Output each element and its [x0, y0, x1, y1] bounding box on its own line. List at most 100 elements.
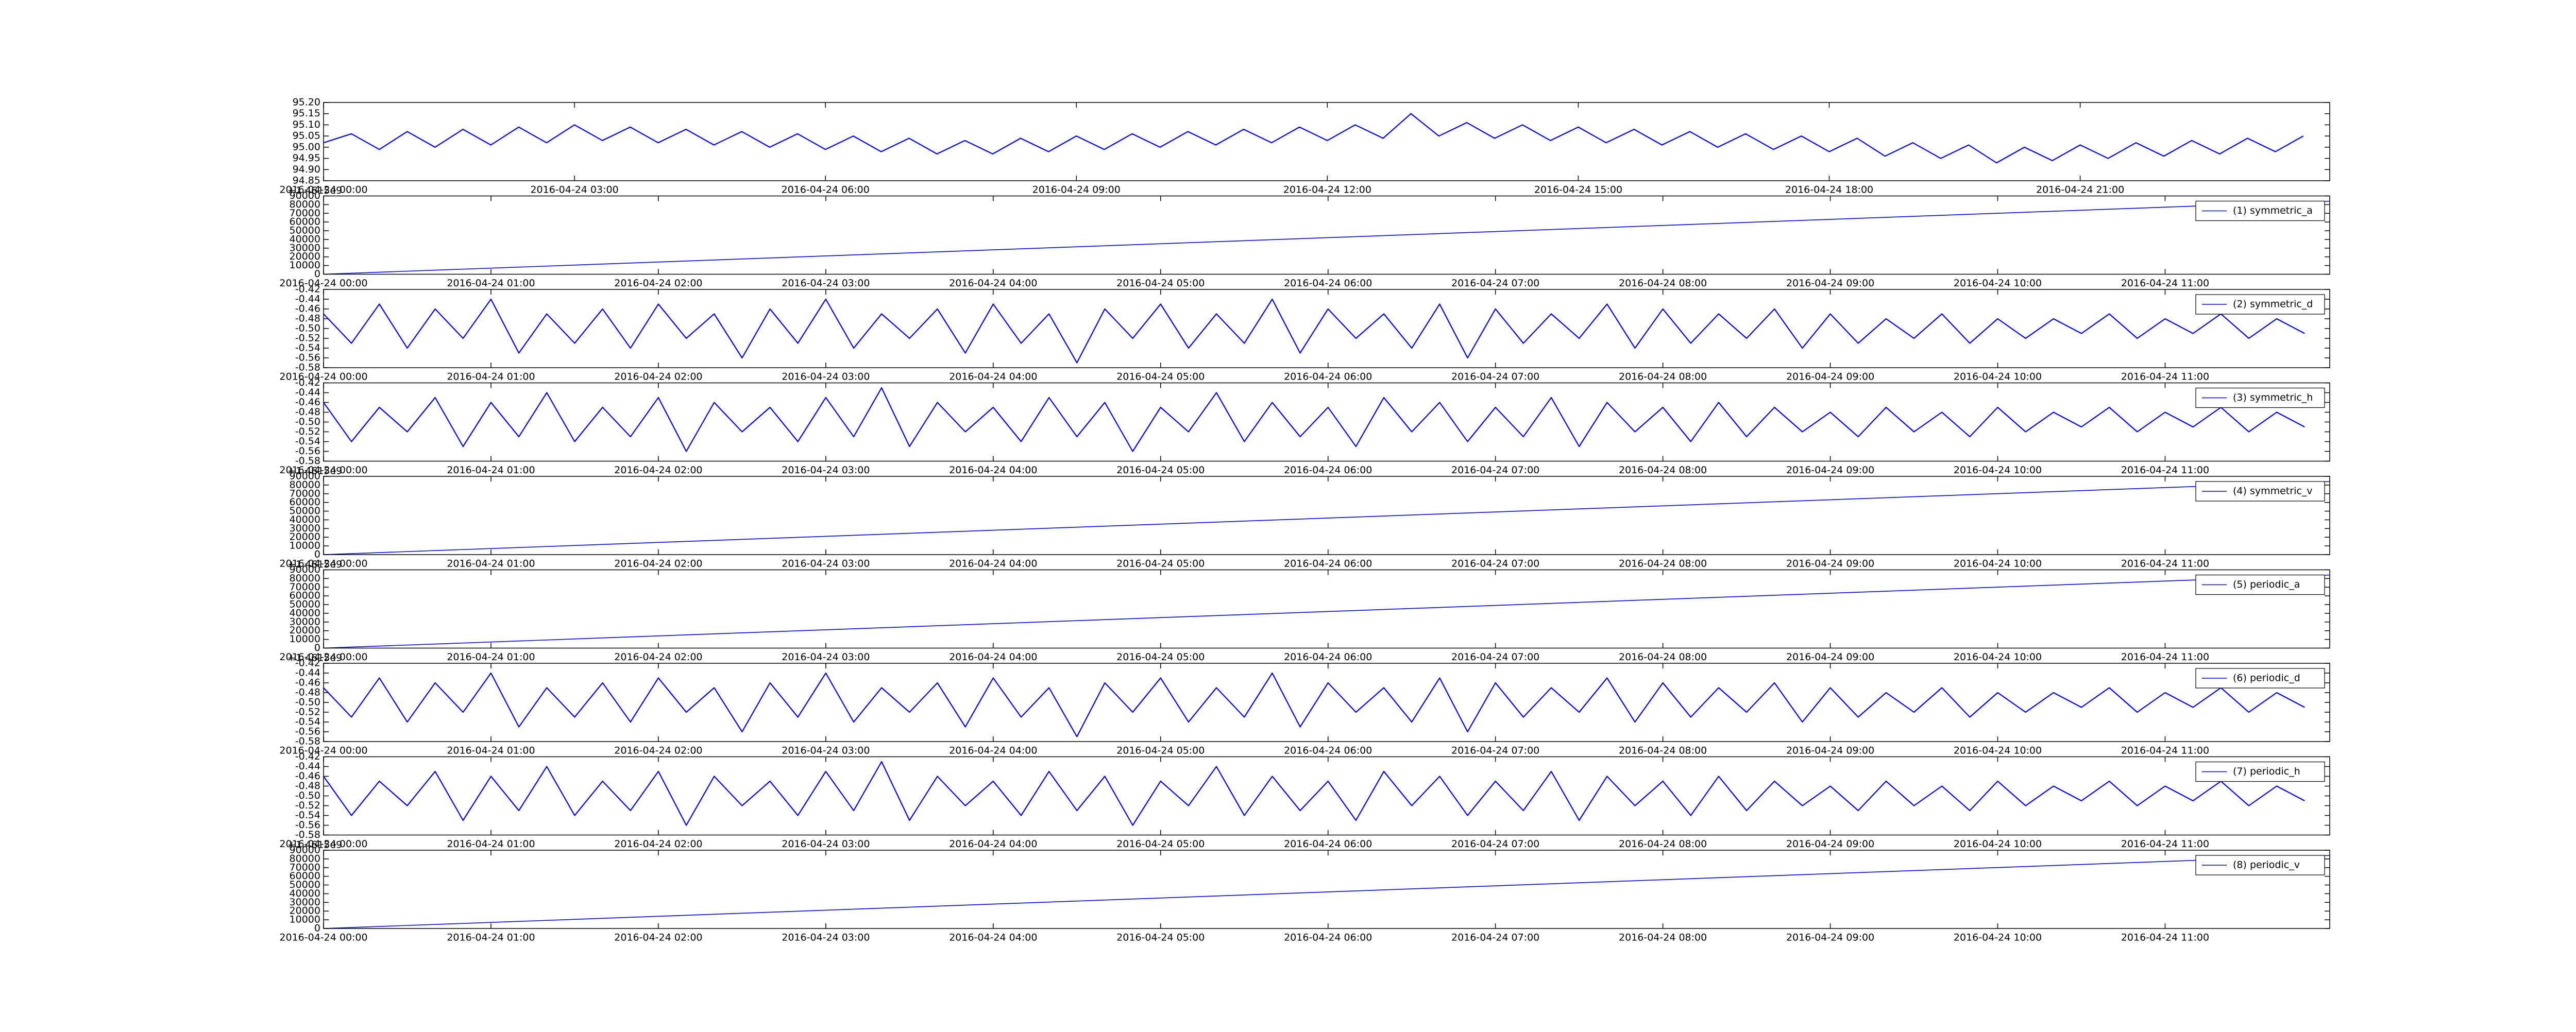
x-tick-label: 2016-04-24 05:00: [1116, 371, 1205, 383]
axes-frame: [323, 289, 2330, 368]
y-tick-label: 60000: [290, 216, 320, 228]
y-tick-label: -0.58: [295, 455, 320, 467]
x-tick-label: 2016-04-24 08:00: [1619, 558, 1707, 570]
axes-frame: [323, 663, 2330, 742]
y-tick-label: -0.54: [295, 436, 320, 447]
y-tick-label: -0.54: [295, 810, 320, 821]
x-tick-label: 2016-04-24 00:00: [279, 932, 367, 943]
y-tick-label: 94.85: [293, 175, 320, 186]
y-tick-label: 50000: [290, 505, 320, 517]
legend-label: (4) symmetric_v: [2233, 486, 2313, 497]
y-tick-label: -0.44: [295, 761, 320, 772]
x-tick-label: 2016-04-24 06:00: [1284, 371, 1372, 383]
y-tick-label: -0.52: [295, 800, 320, 811]
y-tick-label: 20000: [290, 625, 320, 636]
y-tick-label: -0.54: [295, 342, 320, 354]
y-tick-label: 80000: [290, 573, 320, 584]
x-tick-label: 2016-04-24 07:00: [1451, 558, 1539, 570]
x-tick-label: 2016-04-24 01:00: [447, 838, 535, 850]
y-tick-label: 90000: [290, 471, 320, 482]
x-tick-label: 2016-04-24 01:00: [447, 558, 535, 570]
x-tick-label: 2016-04-24 04:00: [949, 745, 1037, 756]
x-tick-label: 2016-04-24 10:00: [1954, 932, 2042, 943]
y-tick-label: 30000: [290, 242, 320, 253]
x-tick-label: 2016-04-24 10:00: [1954, 465, 2042, 476]
y-tick-label: 20000: [290, 905, 320, 917]
y-tick-label: 10000: [290, 540, 320, 552]
x-tick-label: 2016-04-24 04:00: [949, 465, 1037, 476]
y-tick-label: 0: [314, 549, 320, 560]
series-line: [324, 387, 2305, 452]
y-tick-label: 70000: [290, 581, 320, 593]
legend-label: (2) symmetric_d: [2233, 299, 2313, 310]
x-tick-label: 2016-04-24 10:00: [1954, 278, 2042, 289]
y-tick-label: 10000: [290, 914, 320, 925]
y-tick-label: 70000: [290, 208, 320, 219]
x-tick-label: 2016-04-24 00:00: [279, 371, 367, 383]
series-line: [324, 855, 2330, 928]
y-tick-label: -0.58: [295, 736, 320, 747]
x-tick-label: 2016-04-24 06:00: [782, 184, 870, 196]
series-line: [324, 574, 2330, 648]
x-tick-label: 2016-04-24 04:00: [949, 932, 1037, 943]
y-tick-label: -0.48: [295, 406, 320, 418]
x-tick-label: 2016-04-24 00:00: [279, 465, 367, 476]
x-tick-label: 2016-04-24 10:00: [1954, 558, 2042, 570]
y-offset-text: +1.4615e9: [287, 466, 342, 477]
x-tick-label: 2016-04-24 05:00: [1116, 278, 1205, 289]
y-tick-label: 80000: [290, 479, 320, 490]
y-tick-label: -0.56: [295, 819, 320, 831]
x-tick-label: 2016-04-24 04:00: [949, 278, 1037, 289]
y-tick-label: -0.44: [295, 294, 320, 305]
y-tick-label: 50000: [290, 599, 320, 610]
x-tick-label: 2016-04-24 05:00: [1116, 932, 1205, 943]
y-tick-label: 50000: [290, 225, 320, 236]
x-tick-label: 2016-04-24 21:00: [2036, 184, 2124, 196]
x-tick-label: 2016-04-24 01:00: [447, 278, 535, 289]
x-tick-label: 2016-04-24 09:00: [1786, 465, 1874, 476]
x-tick-label: 2016-04-24 06:00: [1284, 838, 1372, 850]
y-tick-label: -0.52: [295, 426, 320, 437]
x-tick-label: 2016-04-24 02:00: [614, 465, 702, 476]
y-tick-label: -0.56: [295, 352, 320, 364]
y-tick-label: 30000: [290, 616, 320, 627]
y-tick-label: -0.42: [295, 751, 320, 762]
series-line: [324, 761, 2305, 826]
y-tick-label: 95.05: [293, 130, 320, 142]
x-tick-label: 2016-04-24 09:00: [1786, 371, 1874, 383]
x-tick-label: 2016-04-24 02:00: [614, 278, 702, 289]
x-tick-label: 2016-04-24 03:00: [782, 651, 870, 663]
y-tick-label: -0.50: [295, 697, 320, 708]
x-tick-label: 2016-04-24 04:00: [949, 371, 1037, 383]
x-tick-label: 2016-04-24 07:00: [1451, 278, 1539, 289]
y-tick-label: 70000: [290, 488, 320, 499]
x-tick-label: 2016-04-24 09:00: [1786, 278, 1874, 289]
x-tick-label: 2016-04-24 02:00: [614, 932, 702, 943]
x-tick-label: 2016-04-24 11:00: [2121, 651, 2209, 663]
x-tick-label: 2016-04-24 04:00: [949, 558, 1037, 570]
x-tick-label: 2016-04-24 11:00: [2121, 932, 2209, 943]
y-tick-label: 40000: [290, 233, 320, 245]
x-tick-label: 2016-04-24 03:00: [782, 465, 870, 476]
y-tick-label: 0: [314, 923, 320, 934]
x-tick-label: 2016-04-24 03:00: [782, 558, 870, 570]
x-tick-label: 2016-04-24 07:00: [1451, 745, 1539, 756]
x-tick-label: 2016-04-24 02:00: [614, 838, 702, 850]
x-tick-label: 2016-04-24 09:00: [1786, 651, 1874, 663]
y-tick-label: 10000: [290, 260, 320, 271]
x-tick-label: 2016-04-24 03:00: [782, 932, 870, 943]
y-tick-label: 60000: [290, 870, 320, 882]
axes-frame: [323, 382, 2330, 462]
x-tick-label: 2016-04-24 08:00: [1619, 838, 1707, 850]
y-tick-label: 94.95: [293, 152, 320, 164]
y-tick-label: -0.48: [295, 687, 320, 698]
x-tick-label: 2016-04-24 08:00: [1619, 932, 1707, 943]
x-tick-label: 2016-04-24 00:00: [279, 558, 367, 570]
x-tick-label: 2016-04-24 11:00: [2121, 278, 2209, 289]
x-tick-label: 2016-04-24 03:00: [782, 371, 870, 383]
y-tick-label: -0.54: [295, 716, 320, 728]
x-tick-label: 2016-04-24 00:00: [279, 745, 367, 756]
y-tick-label: -0.48: [295, 313, 320, 324]
x-tick-label: 2016-04-24 04:00: [949, 838, 1037, 850]
x-tick-label: 2016-04-24 03:00: [782, 745, 870, 756]
